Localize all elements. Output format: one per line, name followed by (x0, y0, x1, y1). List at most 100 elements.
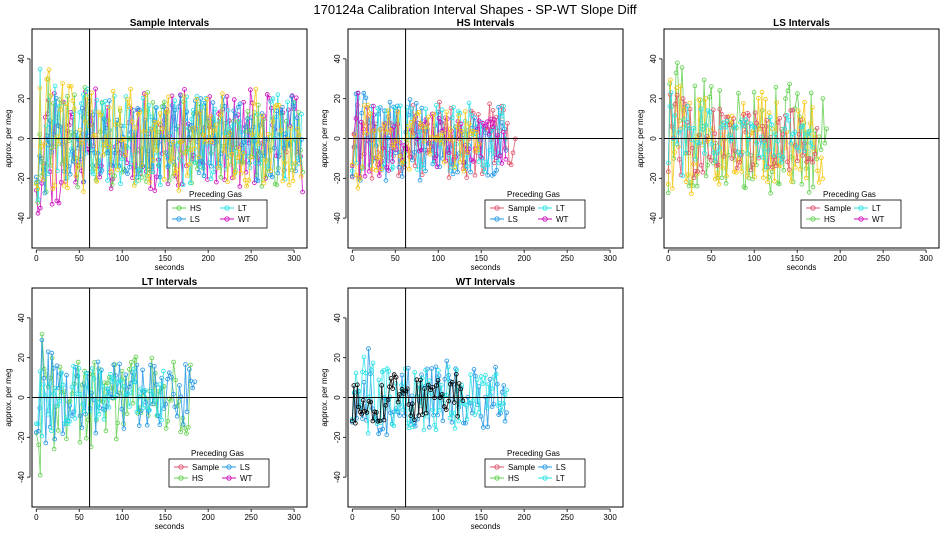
y-tick-label: 20 (17, 353, 26, 362)
data-point (42, 141, 47, 146)
x-tick-label: 100 (116, 513, 130, 522)
data-point (33, 421, 39, 427)
data-point (269, 174, 275, 180)
data-point (399, 372, 405, 378)
data-point (485, 424, 491, 430)
data-point (423, 106, 429, 112)
data-point (227, 131, 233, 136)
data-point (37, 369, 43, 374)
data-point (718, 125, 724, 130)
data-point (57, 398, 62, 404)
data-point (152, 398, 158, 403)
data-point (493, 364, 498, 370)
data-point (50, 366, 56, 371)
data-point (198, 96, 204, 101)
data-point (169, 156, 174, 161)
data-point (148, 186, 153, 191)
data-point (289, 94, 294, 99)
data-point (353, 116, 359, 121)
data-point (457, 159, 463, 165)
x-tick-label: 150 (159, 513, 173, 522)
legend-label: WT (556, 215, 569, 224)
data-point (377, 127, 383, 133)
data-point (96, 109, 101, 115)
data-point (118, 181, 123, 187)
data-point (368, 367, 374, 373)
data-point (235, 155, 240, 161)
data-point (725, 152, 731, 158)
data-point (391, 423, 397, 429)
data-point (47, 94, 53, 99)
data-point (471, 367, 477, 372)
x-tick-label: 250 (876, 254, 890, 263)
data-point (414, 393, 420, 399)
data-point (499, 389, 505, 395)
data-point (783, 96, 788, 101)
data-point (39, 337, 45, 343)
data-point (477, 141, 482, 147)
data-point (67, 172, 73, 177)
data-point (133, 354, 139, 360)
data-point (71, 409, 77, 415)
legend-label: WT (238, 215, 251, 224)
series-group (33, 331, 198, 478)
data-point (752, 174, 757, 180)
y-tick-label: 20 (333, 353, 342, 362)
data-point (176, 399, 182, 404)
data-point (776, 181, 782, 187)
data-point (253, 86, 259, 92)
data-point (722, 125, 728, 130)
data-point (163, 401, 169, 407)
legend-swatch-marker (542, 475, 548, 481)
data-point (437, 164, 442, 170)
x-tick-label: 200 (517, 513, 531, 522)
data-point (705, 162, 710, 168)
x-tick-label: 100 (432, 513, 446, 522)
data-point (84, 435, 89, 441)
data-point (767, 115, 773, 120)
y-tick-label: -20 (333, 431, 342, 443)
data-point (493, 371, 499, 377)
data-point (192, 379, 198, 385)
data-point (446, 398, 451, 404)
data-point (125, 171, 130, 177)
data-point (49, 428, 54, 434)
data-point (123, 372, 129, 378)
data-point (383, 130, 389, 135)
data-point (733, 170, 739, 175)
data-point (169, 103, 175, 108)
data-point (190, 126, 195, 131)
data-point (188, 378, 194, 384)
data-point (674, 85, 679, 90)
data-point (717, 106, 723, 112)
data-point (113, 122, 118, 127)
data-point (741, 112, 746, 117)
data-point (204, 115, 210, 121)
y-tick-label: -20 (17, 431, 26, 443)
data-point (437, 99, 442, 105)
x-tick-label: 300 (919, 254, 933, 263)
data-point (39, 331, 45, 337)
data-point (491, 171, 497, 177)
y-tick-label: 0 (17, 395, 26, 400)
data-point (70, 149, 75, 154)
data-point (73, 130, 79, 135)
legend-swatch-marker (810, 205, 816, 211)
data-point (407, 97, 413, 102)
series-line (35, 78, 304, 203)
data-point (380, 426, 386, 432)
data-point (142, 387, 148, 393)
data-point (707, 109, 713, 115)
data-point (107, 98, 112, 103)
data-point (152, 120, 158, 125)
data-point (359, 411, 365, 417)
data-point (76, 366, 82, 371)
data-point (441, 160, 447, 165)
data-point (80, 402, 85, 407)
data-point (466, 121, 472, 126)
data-point (225, 179, 230, 185)
data-point (709, 141, 714, 147)
data-point (763, 164, 769, 170)
data-point (456, 113, 462, 118)
